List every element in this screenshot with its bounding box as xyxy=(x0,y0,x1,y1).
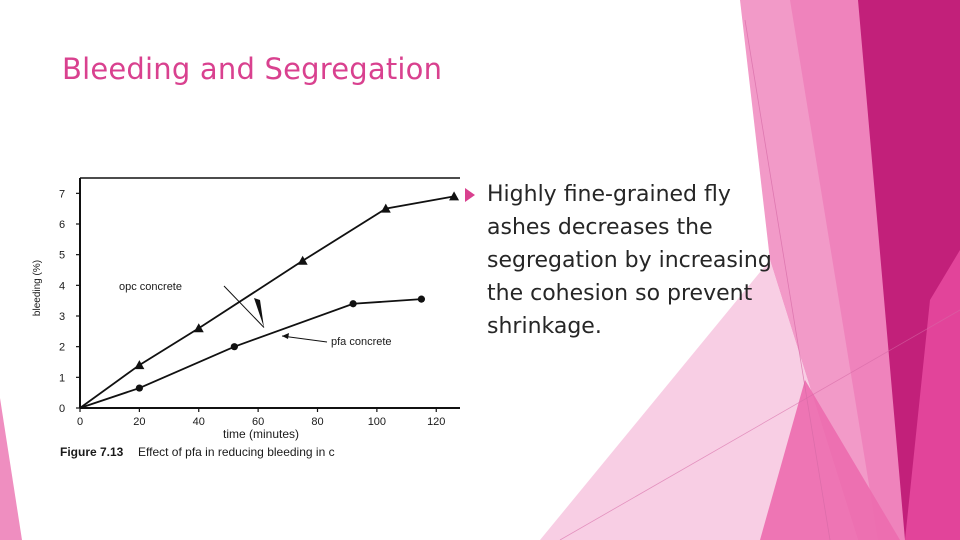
series-line-opc xyxy=(79,195,455,409)
data-point-opc xyxy=(134,360,145,370)
bullet-arrow-icon xyxy=(465,188,475,202)
data-point-pfa xyxy=(135,384,143,392)
x-tick-label: 20 xyxy=(133,416,145,428)
y-tick-label: 4 xyxy=(59,280,65,292)
leader-arrow-opc xyxy=(254,298,264,328)
chart-figure: 0 20 40 60 80 100 120 0 1 2 3 4 5 6 7 bleeding (%) tim… xyxy=(24,168,464,478)
y-tick-label: 3 xyxy=(59,311,65,323)
data-point-opc xyxy=(449,191,460,201)
figure-caption-text: Effect of pfa in reducing bleeding in c xyxy=(138,445,335,459)
x-tick-label: 60 xyxy=(252,416,264,428)
y-tick-label: 6 xyxy=(59,219,65,231)
data-point-pfa xyxy=(417,295,426,303)
x-tick-label: 0 xyxy=(77,416,83,428)
data-point-opc xyxy=(297,255,308,265)
data-point-pfa xyxy=(349,300,357,308)
y-tick-label: 5 xyxy=(59,250,65,262)
bleeding-line-chart: 0 20 40 60 80 100 120 0 1 2 3 4 5 6 7 bleeding (%) tim… xyxy=(32,177,460,459)
x-tick-label: 40 xyxy=(193,416,205,428)
series-label-pfa: pfa concrete xyxy=(331,336,392,348)
data-point-opc xyxy=(193,323,204,333)
figure-caption-label: Figure 7.13 xyxy=(60,445,124,459)
bullet-point: Highly fine-grained fly ashes decreases … xyxy=(465,178,772,343)
x-tick-label: 100 xyxy=(368,416,386,428)
slide-title: Bleeding and Segregation xyxy=(62,52,443,86)
series-line-pfa xyxy=(79,298,422,409)
bullet-text: Highly fine-grained fly ashes decreases … xyxy=(487,182,772,339)
leader-arrow-pfa xyxy=(282,333,289,339)
data-point-pfa xyxy=(230,343,238,351)
y-tick-label: 7 xyxy=(59,188,65,200)
y-tick-label: 0 xyxy=(59,403,65,415)
x-axis-label: time (minutes) xyxy=(223,427,299,441)
leader-line-pfa xyxy=(281,335,328,343)
y-axis-label: bleeding (%) xyxy=(32,260,43,316)
x-tick-label: 120 xyxy=(427,416,445,428)
data-point-opc xyxy=(380,203,391,213)
y-tick-label: 1 xyxy=(59,372,65,384)
series-label-opc: opc concrete xyxy=(119,281,182,293)
x-tick-label: 80 xyxy=(311,416,323,428)
leader-line-opc xyxy=(223,285,265,328)
y-tick-label: 2 xyxy=(59,342,65,354)
